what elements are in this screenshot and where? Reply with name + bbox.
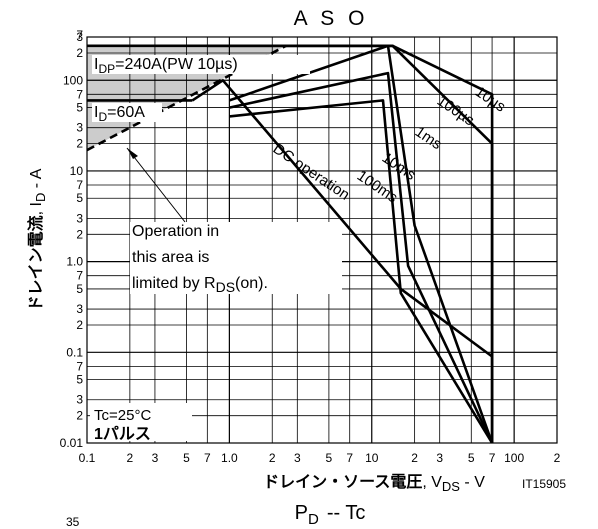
y-axis-title: ドレイン電流, ID - A xyxy=(26,168,48,311)
x-axis-title: ドレイン・ソース電圧, VDS - V xyxy=(263,473,485,494)
y-tick-label: 3 xyxy=(76,121,83,135)
x-tick-label: 5 xyxy=(468,451,475,465)
y-tick-label: 5 xyxy=(76,101,83,115)
pulse-label: 1パルス xyxy=(94,425,151,443)
x-tick-label: 2 xyxy=(127,451,134,465)
y-tick-label: 3 xyxy=(76,302,83,316)
x-tick-label: 2 xyxy=(554,451,561,465)
y-tick-label: 3 xyxy=(76,211,83,225)
y-tick-label: 0.1 xyxy=(66,345,83,359)
x-tick-label: 2 xyxy=(411,451,418,465)
y-tick-label: 2 xyxy=(76,318,83,332)
x-tick-label: 1.0 xyxy=(221,451,238,465)
y-tick-label: 10 xyxy=(70,164,84,178)
operation-arrowhead xyxy=(127,148,138,159)
y-tick-label: 100 xyxy=(63,73,83,87)
y-tick-label: 3 xyxy=(76,393,83,407)
x-tick-label: 5 xyxy=(326,451,333,465)
y-tick-label: 7 xyxy=(76,28,83,42)
figure-code: IT15905 xyxy=(522,477,566,491)
y-tick-label: 7 xyxy=(76,178,83,192)
y-tick-label: 7 xyxy=(76,269,83,283)
y-tick-label: 2 xyxy=(76,137,83,151)
y-tick-label: 5 xyxy=(76,191,83,205)
x-tick-label: 7 xyxy=(346,451,353,465)
tc-label: Tc=25°C xyxy=(94,407,151,424)
next-figure-title: PD -- Tc xyxy=(295,502,366,528)
y-tick-label: 7 xyxy=(76,359,83,373)
operation-note-line1: Operation in xyxy=(132,223,219,240)
y-tick-label: 5 xyxy=(76,373,83,387)
x-tick-label: 0.1 xyxy=(79,451,96,465)
x-tick-label: 7 xyxy=(204,451,211,465)
next-figure-tick: 35 xyxy=(66,515,80,529)
x-tick-label: 5 xyxy=(183,451,190,465)
x-tick-label: 3 xyxy=(436,451,443,465)
label-dc: DC operation xyxy=(270,140,353,204)
chart-title: A S O xyxy=(294,7,369,30)
x-tick-label: 2 xyxy=(269,451,276,465)
y-tick-label: 2 xyxy=(76,227,83,241)
y-tick-label: 0.01 xyxy=(60,436,84,450)
y-tick-label: 2 xyxy=(76,409,83,423)
x-tick-label: 7 xyxy=(489,451,496,465)
x-tick-label: 10 xyxy=(365,451,379,465)
label-10us: 10µs xyxy=(472,83,509,115)
label-100us: 100µs xyxy=(434,92,478,129)
x-tick-label: 100 xyxy=(504,451,524,465)
y-tick-label: 7 xyxy=(76,87,83,101)
y-tick-label: 2 xyxy=(76,46,83,60)
y-tick-label: 5 xyxy=(76,282,83,296)
y-tick-label: 1.0 xyxy=(66,255,83,269)
operation-note-line2: this area is xyxy=(132,249,209,266)
x-tick-label: 3 xyxy=(294,451,301,465)
x-tick-label: 3 xyxy=(152,451,159,465)
